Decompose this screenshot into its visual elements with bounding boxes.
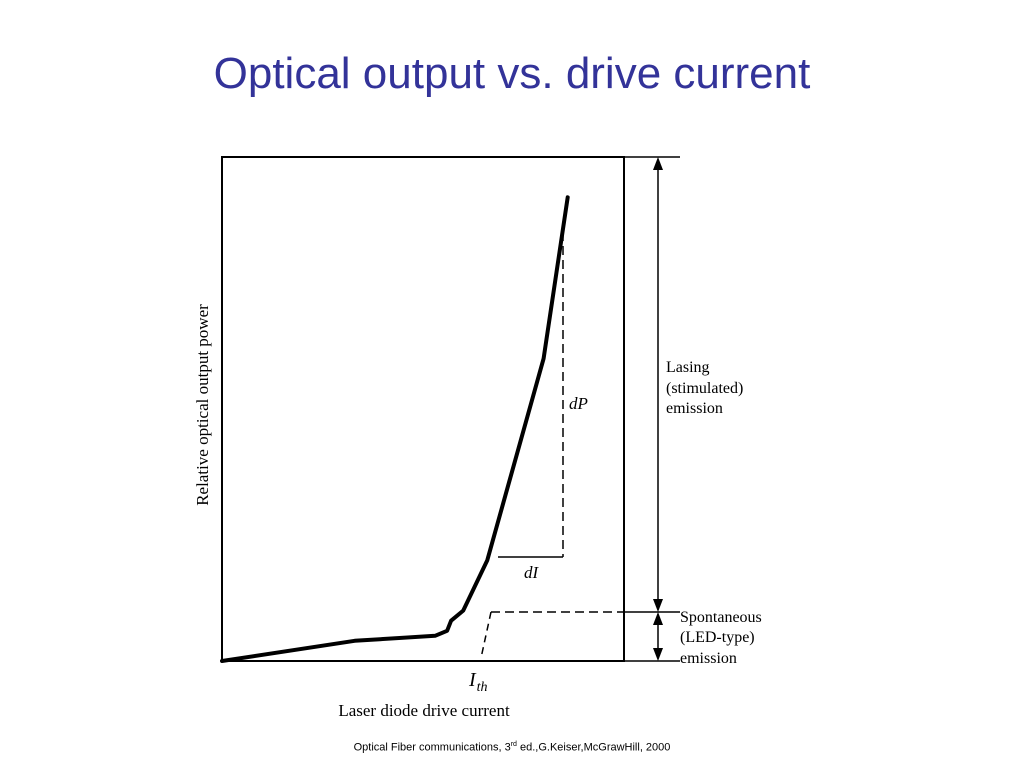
lasing-arrowhead-top	[653, 157, 663, 170]
y-axis-label: Relative optical output power	[193, 304, 212, 506]
slide-title: Optical output vs. drive current	[213, 49, 811, 98]
threshold-label: Ith	[468, 669, 488, 695]
threshold-tangent-line	[480, 611, 492, 659]
threshold-subscript: th	[477, 680, 488, 695]
x-axis-label: Laser diode drive current	[338, 701, 510, 720]
dp-label: dP	[569, 394, 588, 413]
citation: Optical Fiber communications, 3rd ed.,G.…	[353, 741, 671, 754]
di-label: dI	[524, 563, 540, 582]
spontaneous-arrowhead-top	[653, 612, 663, 625]
lasing-arrowhead-bottom	[653, 599, 663, 612]
spontaneous-region-label: Spontaneous (LED-type) emission	[680, 609, 766, 667]
li-curve-series	[220, 195, 570, 663]
stimulated-region-label: Lasing (stimulated) emission	[666, 359, 747, 417]
spontaneous-arrowhead-bottom	[653, 648, 663, 661]
plot-frame	[221, 156, 625, 662]
